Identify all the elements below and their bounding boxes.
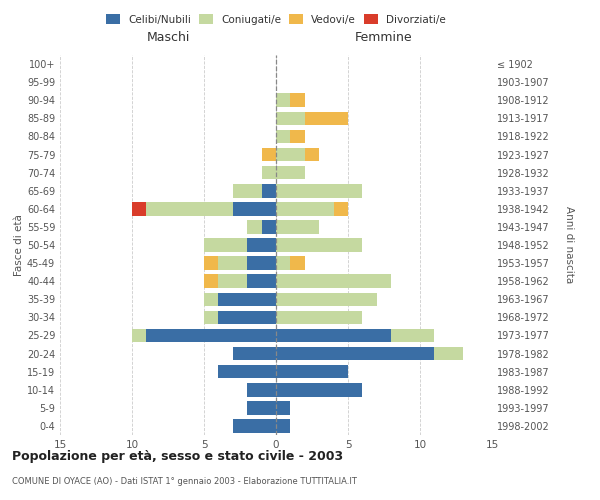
Bar xyxy=(276,383,362,396)
Bar xyxy=(262,184,276,198)
Bar xyxy=(247,274,276,288)
Bar xyxy=(247,256,276,270)
Y-axis label: Anni di nascita: Anni di nascita xyxy=(563,206,574,284)
Legend: Celibi/Nubili, Coniugati/e, Vedovi/e, Divorziati/e: Celibi/Nubili, Coniugati/e, Vedovi/e, Di… xyxy=(102,10,450,29)
Bar xyxy=(276,184,362,198)
Bar xyxy=(290,130,305,143)
Bar xyxy=(276,238,362,252)
Bar xyxy=(218,365,276,378)
Bar xyxy=(247,220,262,234)
Bar xyxy=(204,310,218,324)
Bar xyxy=(218,256,247,270)
Bar xyxy=(276,310,362,324)
Bar xyxy=(146,202,233,215)
Bar xyxy=(276,419,290,432)
Text: Femmine: Femmine xyxy=(355,31,413,44)
Bar xyxy=(276,130,290,143)
Bar xyxy=(276,365,348,378)
Y-axis label: Fasce di età: Fasce di età xyxy=(14,214,24,276)
Bar xyxy=(276,202,334,215)
Bar xyxy=(391,328,434,342)
Bar xyxy=(218,310,276,324)
Bar xyxy=(290,256,305,270)
Bar xyxy=(247,383,276,396)
Bar xyxy=(276,166,305,179)
Bar xyxy=(204,274,218,288)
Bar xyxy=(290,94,305,107)
Bar xyxy=(276,94,290,107)
Bar xyxy=(262,166,276,179)
Bar xyxy=(276,328,391,342)
Bar xyxy=(204,292,218,306)
Bar xyxy=(233,202,276,215)
Bar xyxy=(247,401,276,414)
Bar xyxy=(218,274,247,288)
Bar xyxy=(262,220,276,234)
Bar xyxy=(276,256,290,270)
Bar xyxy=(146,328,276,342)
Text: COMUNE DI OYACE (AO) - Dati ISTAT 1° gennaio 2003 - Elaborazione TUTTITALIA.IT: COMUNE DI OYACE (AO) - Dati ISTAT 1° gen… xyxy=(12,478,357,486)
Bar xyxy=(247,238,276,252)
Bar xyxy=(276,220,319,234)
Bar xyxy=(276,401,290,414)
Bar xyxy=(233,184,262,198)
Bar xyxy=(276,112,305,125)
Bar xyxy=(233,419,276,432)
Bar xyxy=(204,256,218,270)
Bar xyxy=(276,274,391,288)
Bar xyxy=(204,238,247,252)
Text: Maschi: Maschi xyxy=(146,31,190,44)
Bar xyxy=(132,328,146,342)
Bar xyxy=(276,347,434,360)
Bar xyxy=(276,292,377,306)
Text: Popolazione per età, sesso e stato civile - 2003: Popolazione per età, sesso e stato civil… xyxy=(12,450,343,463)
Bar xyxy=(233,347,276,360)
Bar xyxy=(334,202,348,215)
Bar xyxy=(434,347,463,360)
Bar xyxy=(305,112,348,125)
Bar xyxy=(276,148,305,162)
Bar xyxy=(218,292,276,306)
Bar xyxy=(305,148,319,162)
Bar xyxy=(262,148,276,162)
Bar xyxy=(132,202,146,215)
